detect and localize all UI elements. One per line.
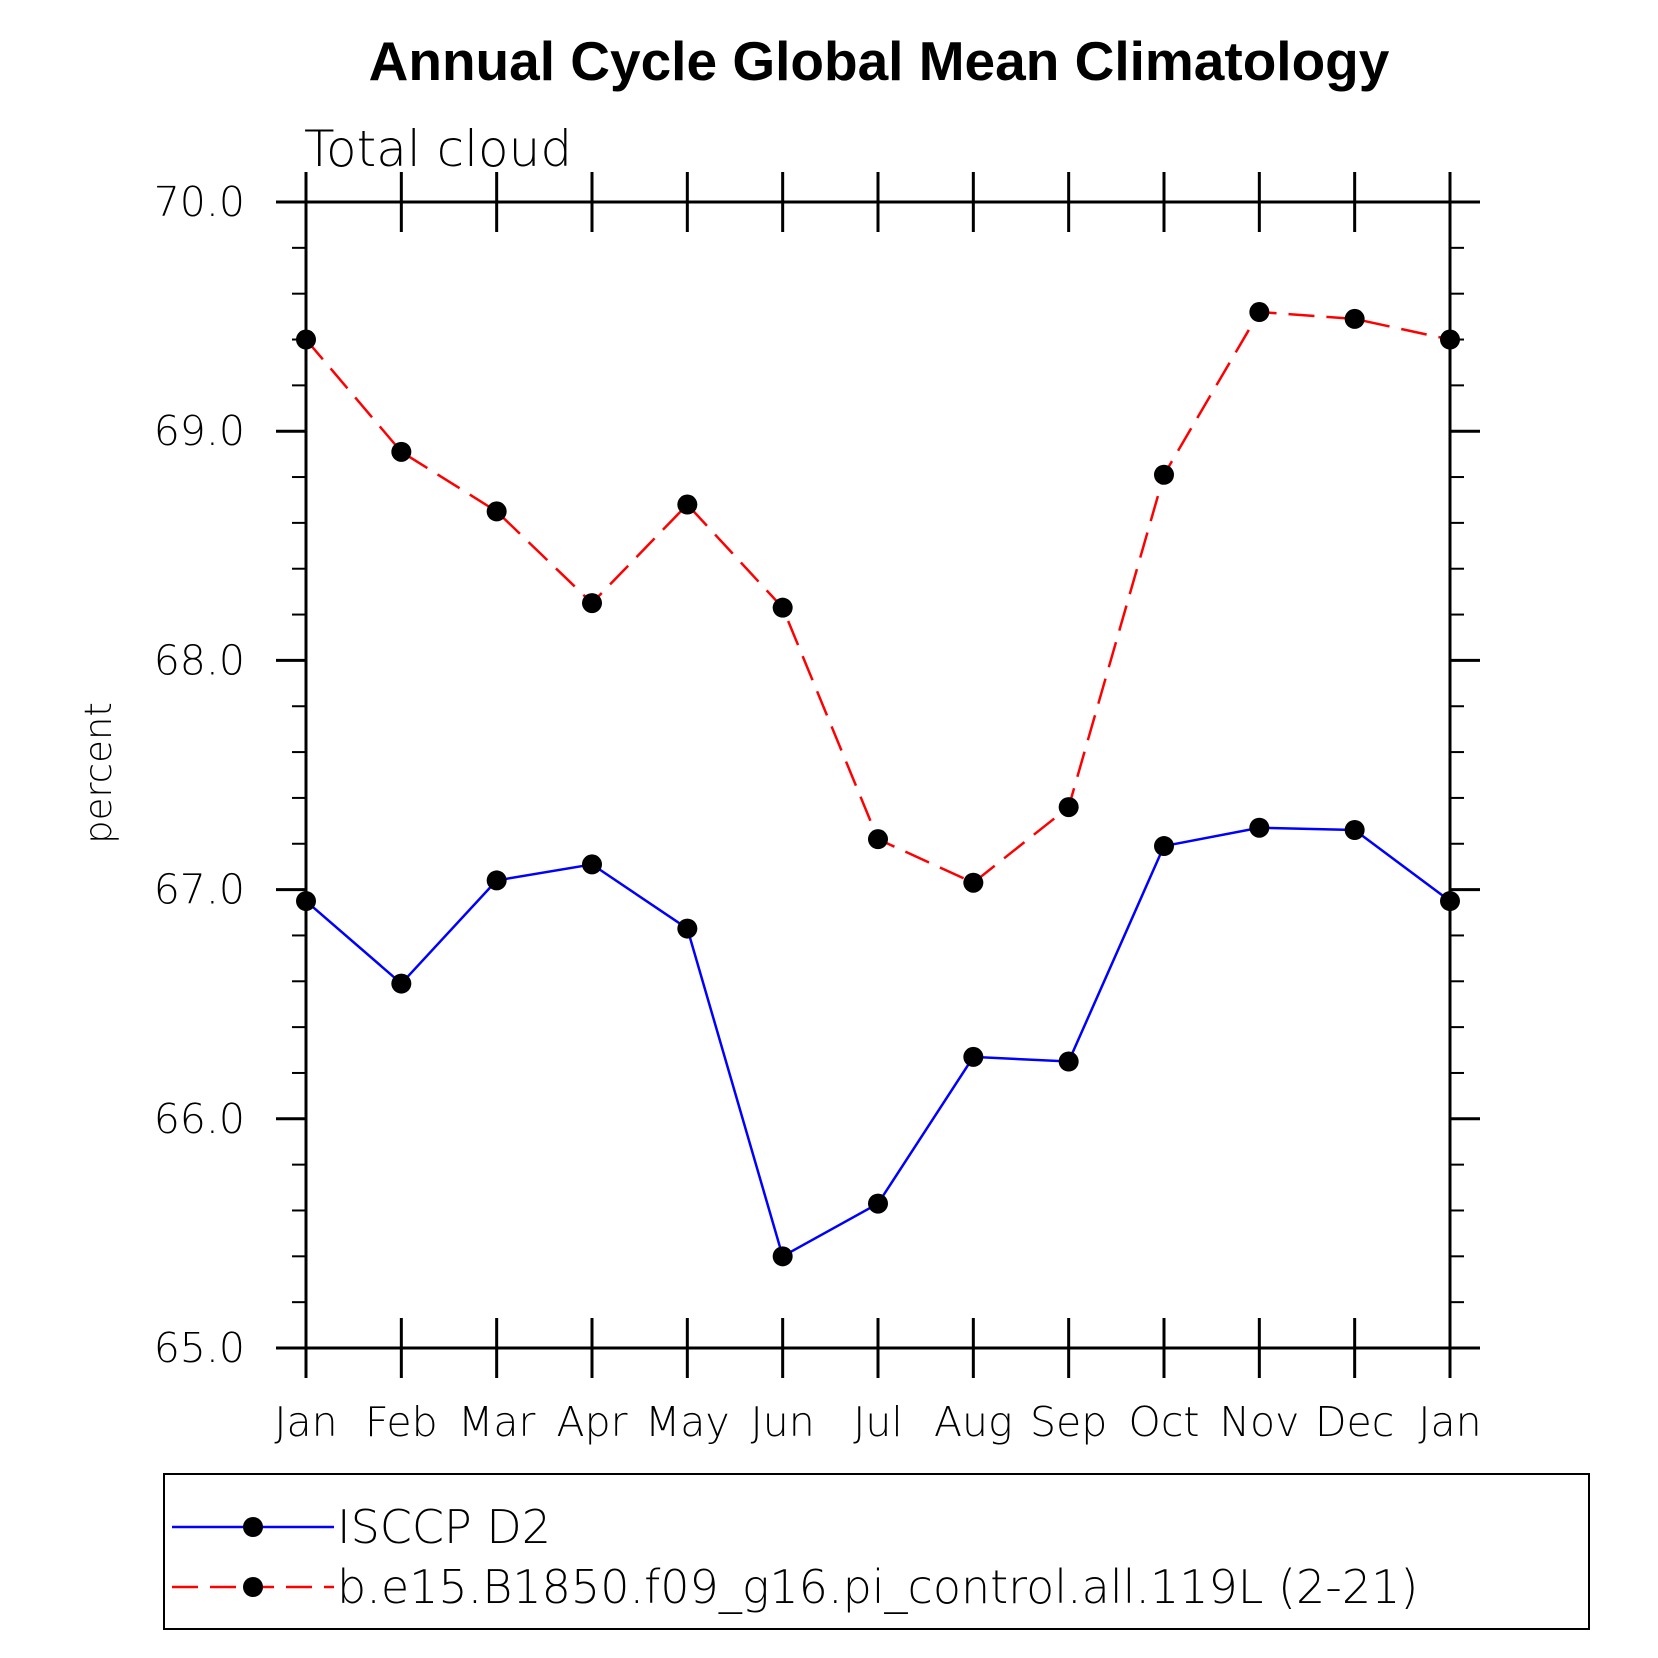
x-tick-label: Feb <box>365 1398 438 1446</box>
data-point <box>1440 891 1460 912</box>
x-tick-label: Oct <box>1129 1398 1200 1446</box>
data-point <box>1344 308 1365 329</box>
chart-subtitle: Total cloud <box>304 120 572 178</box>
x-tick-labels: Jan Feb Mar Apr May Jun Jul Aug Sep Oct Nov Dec Jan <box>274 1398 1481 1446</box>
data-point <box>391 973 412 994</box>
x-tick-label: Aug <box>934 1398 1013 1446</box>
data-point <box>1154 464 1174 485</box>
series-line <box>305 310 1451 885</box>
data-point <box>677 918 698 939</box>
y-tick-label: 67.0 <box>154 866 245 914</box>
data-point <box>486 501 507 522</box>
data-point <box>963 1046 984 1067</box>
y-axis-label: percent <box>77 702 120 844</box>
legend: ISCCP D2 b.e15.B1850.f09_g16.pi_control.a… <box>163 1473 1590 1630</box>
x-tick-label: Sep <box>1030 1398 1107 1446</box>
legend-label: ISCCP D2 <box>337 1500 551 1554</box>
legend-label: b.e15.B1850.f09_g16.pi_control.all.119L … <box>337 1560 1418 1614</box>
y-tick-label: 69.0 <box>154 407 245 455</box>
data-point <box>582 854 602 875</box>
plot-border <box>304 200 1452 1350</box>
data-point <box>963 872 984 893</box>
plot-frame <box>276 172 1480 1378</box>
series-line <box>305 826 1451 1259</box>
data-point <box>296 891 316 912</box>
data-point <box>296 329 316 350</box>
x-tick-label: May <box>645 1398 730 1446</box>
data-point <box>1249 817 1270 838</box>
x-tick-label: Nov <box>1219 1398 1299 1446</box>
series-layer <box>296 302 1460 1267</box>
data-point <box>486 870 507 891</box>
y-tick-labels: 65.0 66.0 67.0 68.0 69.0 70.0 <box>154 178 245 1372</box>
legend-entry-2: b.e15.B1850.f09_g16.pi_control.all.119L … <box>172 1560 1418 1614</box>
x-tick-label: Apr <box>557 1398 628 1446</box>
x-tick-label: Mar <box>458 1398 535 1446</box>
y-tick-label: 70.0 <box>154 178 245 226</box>
legend-entry-1: ISCCP D2 <box>172 1500 551 1554</box>
data-point <box>868 829 888 850</box>
legend-marker <box>243 1517 263 1537</box>
x-tick-label: Jun <box>751 1398 815 1446</box>
series-1 <box>296 817 1460 1267</box>
data-point <box>1154 836 1174 857</box>
data-point <box>772 597 793 618</box>
data-point <box>1344 820 1365 841</box>
data-point <box>1058 1051 1079 1072</box>
data-point <box>1058 797 1079 818</box>
y-tick-label: 68.0 <box>154 636 245 684</box>
x-tick-label: Jan <box>274 1398 337 1446</box>
data-point <box>868 1193 888 1214</box>
y-tick-label: 65.0 <box>154 1324 245 1372</box>
data-point <box>391 441 412 462</box>
x-tick-label: Jan <box>1418 1398 1481 1446</box>
data-point <box>772 1246 793 1267</box>
legend-marker <box>243 1577 263 1597</box>
data-point <box>677 494 698 515</box>
series-2 <box>296 302 1460 893</box>
chart-title: Annual Cycle Global Mean Climatology <box>369 30 1390 92</box>
x-tick-label: Jul <box>853 1398 902 1446</box>
data-point <box>1440 329 1460 350</box>
data-point <box>582 593 602 614</box>
data-point <box>1249 302 1270 323</box>
legend-box <box>163 1473 1590 1630</box>
x-tick-label: Dec <box>1315 1398 1394 1446</box>
y-tick-label: 66.0 <box>154 1095 245 1143</box>
